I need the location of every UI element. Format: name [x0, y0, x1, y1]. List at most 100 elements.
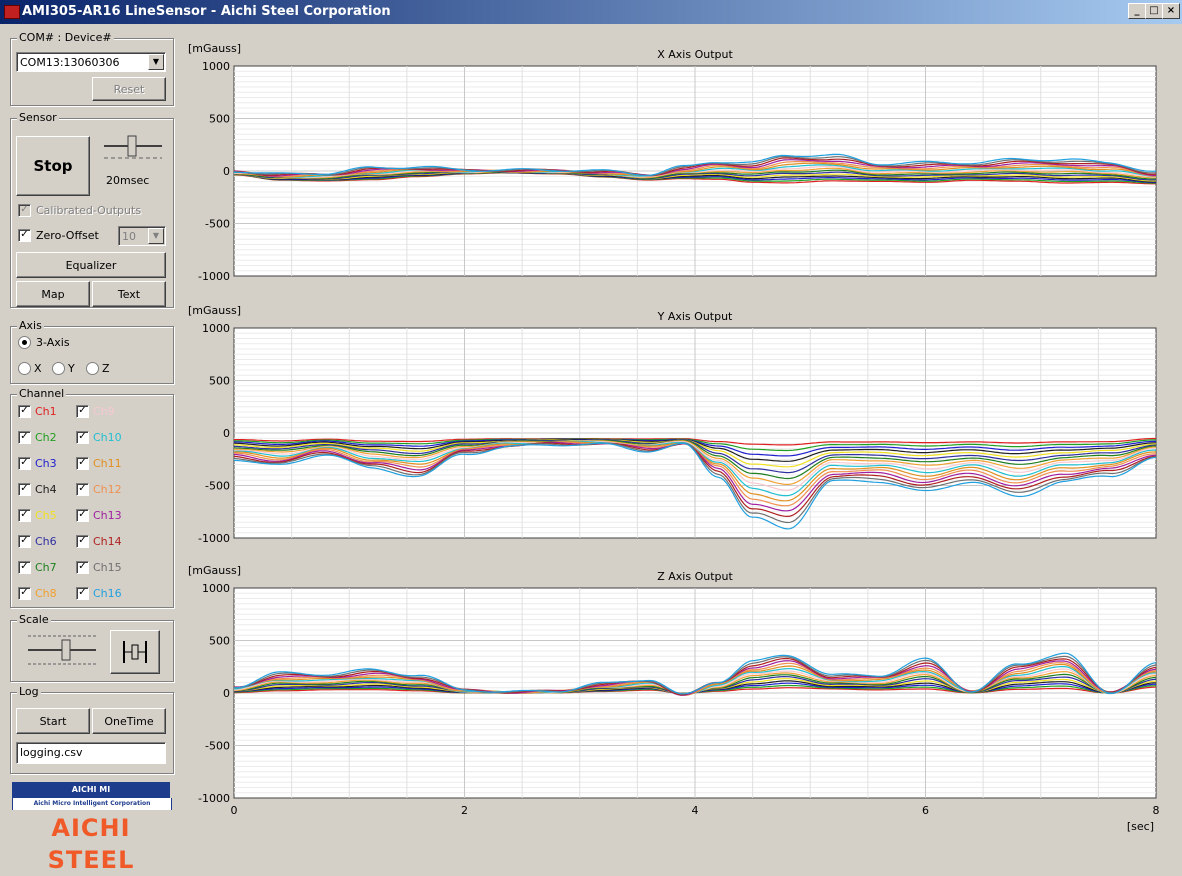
channel-label-4: Ch4	[35, 483, 57, 496]
interval-slider[interactable]	[98, 132, 168, 168]
channel-label-14: Ch14	[93, 535, 122, 548]
y-tick-label: -500	[205, 218, 230, 231]
calibrated-checkbox[interactable]: ✓	[18, 204, 31, 217]
channel-checkbox-5[interactable]: ✓	[18, 509, 31, 522]
channel-label-16: Ch16	[93, 587, 122, 600]
series-line-ch16	[234, 652, 1157, 695]
series-line-ch10	[233, 164, 1157, 178]
autoscale-button[interactable]	[110, 630, 160, 674]
series-line-ch7	[233, 439, 1157, 480]
channel-checkbox-14[interactable]: ✓	[76, 535, 89, 548]
y-tick-label: 0	[223, 165, 230, 178]
channel-checkbox-4[interactable]: ✓	[18, 483, 31, 496]
channel-checkbox-6[interactable]: ✓	[18, 535, 31, 548]
series-line-ch6	[233, 439, 1157, 474]
channel-checkbox-3[interactable]: ✓	[18, 457, 31, 470]
channel-checkbox-1[interactable]: ✓	[18, 405, 31, 418]
chart-panel-2: Y Axis Output [mGauss] 1000 500 0 -500 -1000	[188, 304, 1157, 545]
slider-thumb[interactable]	[127, 135, 137, 157]
y-tick-label: 1000	[202, 60, 230, 73]
chevron-down-icon[interactable]: ▼	[148, 54, 164, 70]
channel-checkbox-16[interactable]: ✓	[76, 587, 89, 600]
x-tick-label: 0	[231, 804, 238, 817]
minimize-button[interactable]: _	[1128, 3, 1146, 19]
scale-group: Scale	[10, 613, 174, 682]
axis-x-radio[interactable]	[18, 362, 31, 375]
aichi-steel-logo: AICHI STEEL	[47, 814, 135, 874]
radio-selected-dot	[22, 340, 27, 345]
axis-y-label: Y	[68, 362, 75, 375]
channel-label-3: Ch3	[35, 457, 57, 470]
channel-checkbox-10[interactable]: ✓	[76, 431, 89, 444]
channel-label-6: Ch6	[35, 535, 57, 548]
channel-checkbox-9[interactable]: ✓	[76, 405, 89, 418]
channel-checkbox-13[interactable]: ✓	[76, 509, 89, 522]
stop-button[interactable]: Stop	[16, 136, 90, 196]
y-tick-label: 1000	[202, 322, 230, 335]
axis-z-radio[interactable]	[86, 362, 99, 375]
maximize-button[interactable]: □	[1145, 3, 1163, 19]
y-tick-label: 500	[209, 635, 230, 648]
series-line-ch3	[234, 172, 1156, 184]
y-tick-label: 1000	[202, 582, 230, 595]
scale-slider[interactable]	[24, 628, 104, 672]
series-line-ch15	[233, 442, 1157, 524]
chart-title: Z Axis Output	[657, 570, 733, 583]
channel-label-10: Ch10	[93, 431, 122, 444]
equalizer-button[interactable]: Equalizer	[16, 252, 166, 278]
series-line-ch10	[233, 440, 1156, 497]
aichi-mi-subtitle: Aichi Micro Intelligent Corporation	[12, 798, 172, 810]
channel-checkbox-8[interactable]: ✓	[18, 587, 31, 600]
app-icon	[4, 5, 20, 19]
y-axis-label: [mGauss]	[188, 564, 241, 577]
scale-thumb[interactable]	[61, 639, 71, 661]
map-button[interactable]: Map	[16, 281, 90, 307]
channel-label-7: Ch7	[35, 561, 57, 574]
device-group-label: COM# : Device#	[17, 31, 114, 44]
zero-offset-value: 10	[122, 230, 136, 243]
channel-checkbox-15[interactable]: ✓	[76, 561, 89, 574]
chart-title: X Axis Output	[657, 48, 733, 61]
log-onetime-button[interactable]: OneTime	[92, 708, 166, 734]
sensor-group-label: Sensor	[17, 111, 59, 124]
channel-checkbox-2[interactable]: ✓	[18, 431, 31, 444]
aichi-mi-logo: AICHI MI	[12, 782, 170, 798]
channel-checkbox-12[interactable]: ✓	[76, 483, 89, 496]
device-select-value: COM13:13060306	[20, 56, 120, 69]
log-filename-input[interactable]: logging.csv	[16, 742, 166, 764]
zero-offset-checkbox[interactable]: ✓	[18, 229, 31, 242]
chart-panel-1: X Axis Output [mGauss] 1000 500 0 -500 -1000	[188, 42, 1157, 283]
x-tick-label: 4	[692, 804, 699, 817]
reset-button[interactable]: Reset	[92, 77, 166, 101]
y-tick-label: -1000	[198, 270, 230, 283]
log-group-label: Log	[17, 685, 41, 698]
channel-label-12: Ch12	[93, 483, 122, 496]
channel-checkbox-11[interactable]: ✓	[76, 457, 89, 470]
axis-group-label: Axis	[17, 319, 44, 332]
chevron-down-icon[interactable]: ▼	[148, 228, 164, 244]
log-filename-value: logging.csv	[20, 746, 83, 759]
channel-checkbox-7[interactable]: ✓	[18, 561, 31, 574]
series-line-ch16	[233, 442, 1157, 530]
axis-y-radio[interactable]	[52, 362, 65, 375]
device-group: COM# : Device#	[10, 31, 174, 106]
zero-offset-select[interactable]: 10 ▼	[118, 226, 166, 246]
channel-label-15: Ch15	[93, 561, 122, 574]
axis-3-radio[interactable]	[18, 336, 31, 349]
y-axis-label: [mGauss]	[188, 304, 241, 317]
close-button[interactable]: ×	[1162, 3, 1180, 19]
log-start-button[interactable]: Start	[16, 708, 90, 734]
series-line-ch12	[233, 662, 1157, 697]
series-line-ch16	[233, 153, 1157, 176]
text-button[interactable]: Text	[92, 281, 166, 307]
axis-x-label: X	[34, 362, 42, 375]
series-line-ch11	[233, 162, 1157, 178]
device-select[interactable]: COM13:13060306 ▼	[16, 52, 166, 72]
charts-area: X Axis Output [mGauss] 1000 500 0 -500 -1000 Y …	[188, 42, 1160, 833]
series-line-ch8	[234, 440, 1157, 486]
channel-label-11: Ch11	[93, 457, 122, 470]
chart-title: Y Axis Output	[657, 310, 733, 323]
x-tick-label: 2	[461, 804, 468, 817]
calibrated-label: Calibrated-Outputs	[36, 204, 142, 217]
